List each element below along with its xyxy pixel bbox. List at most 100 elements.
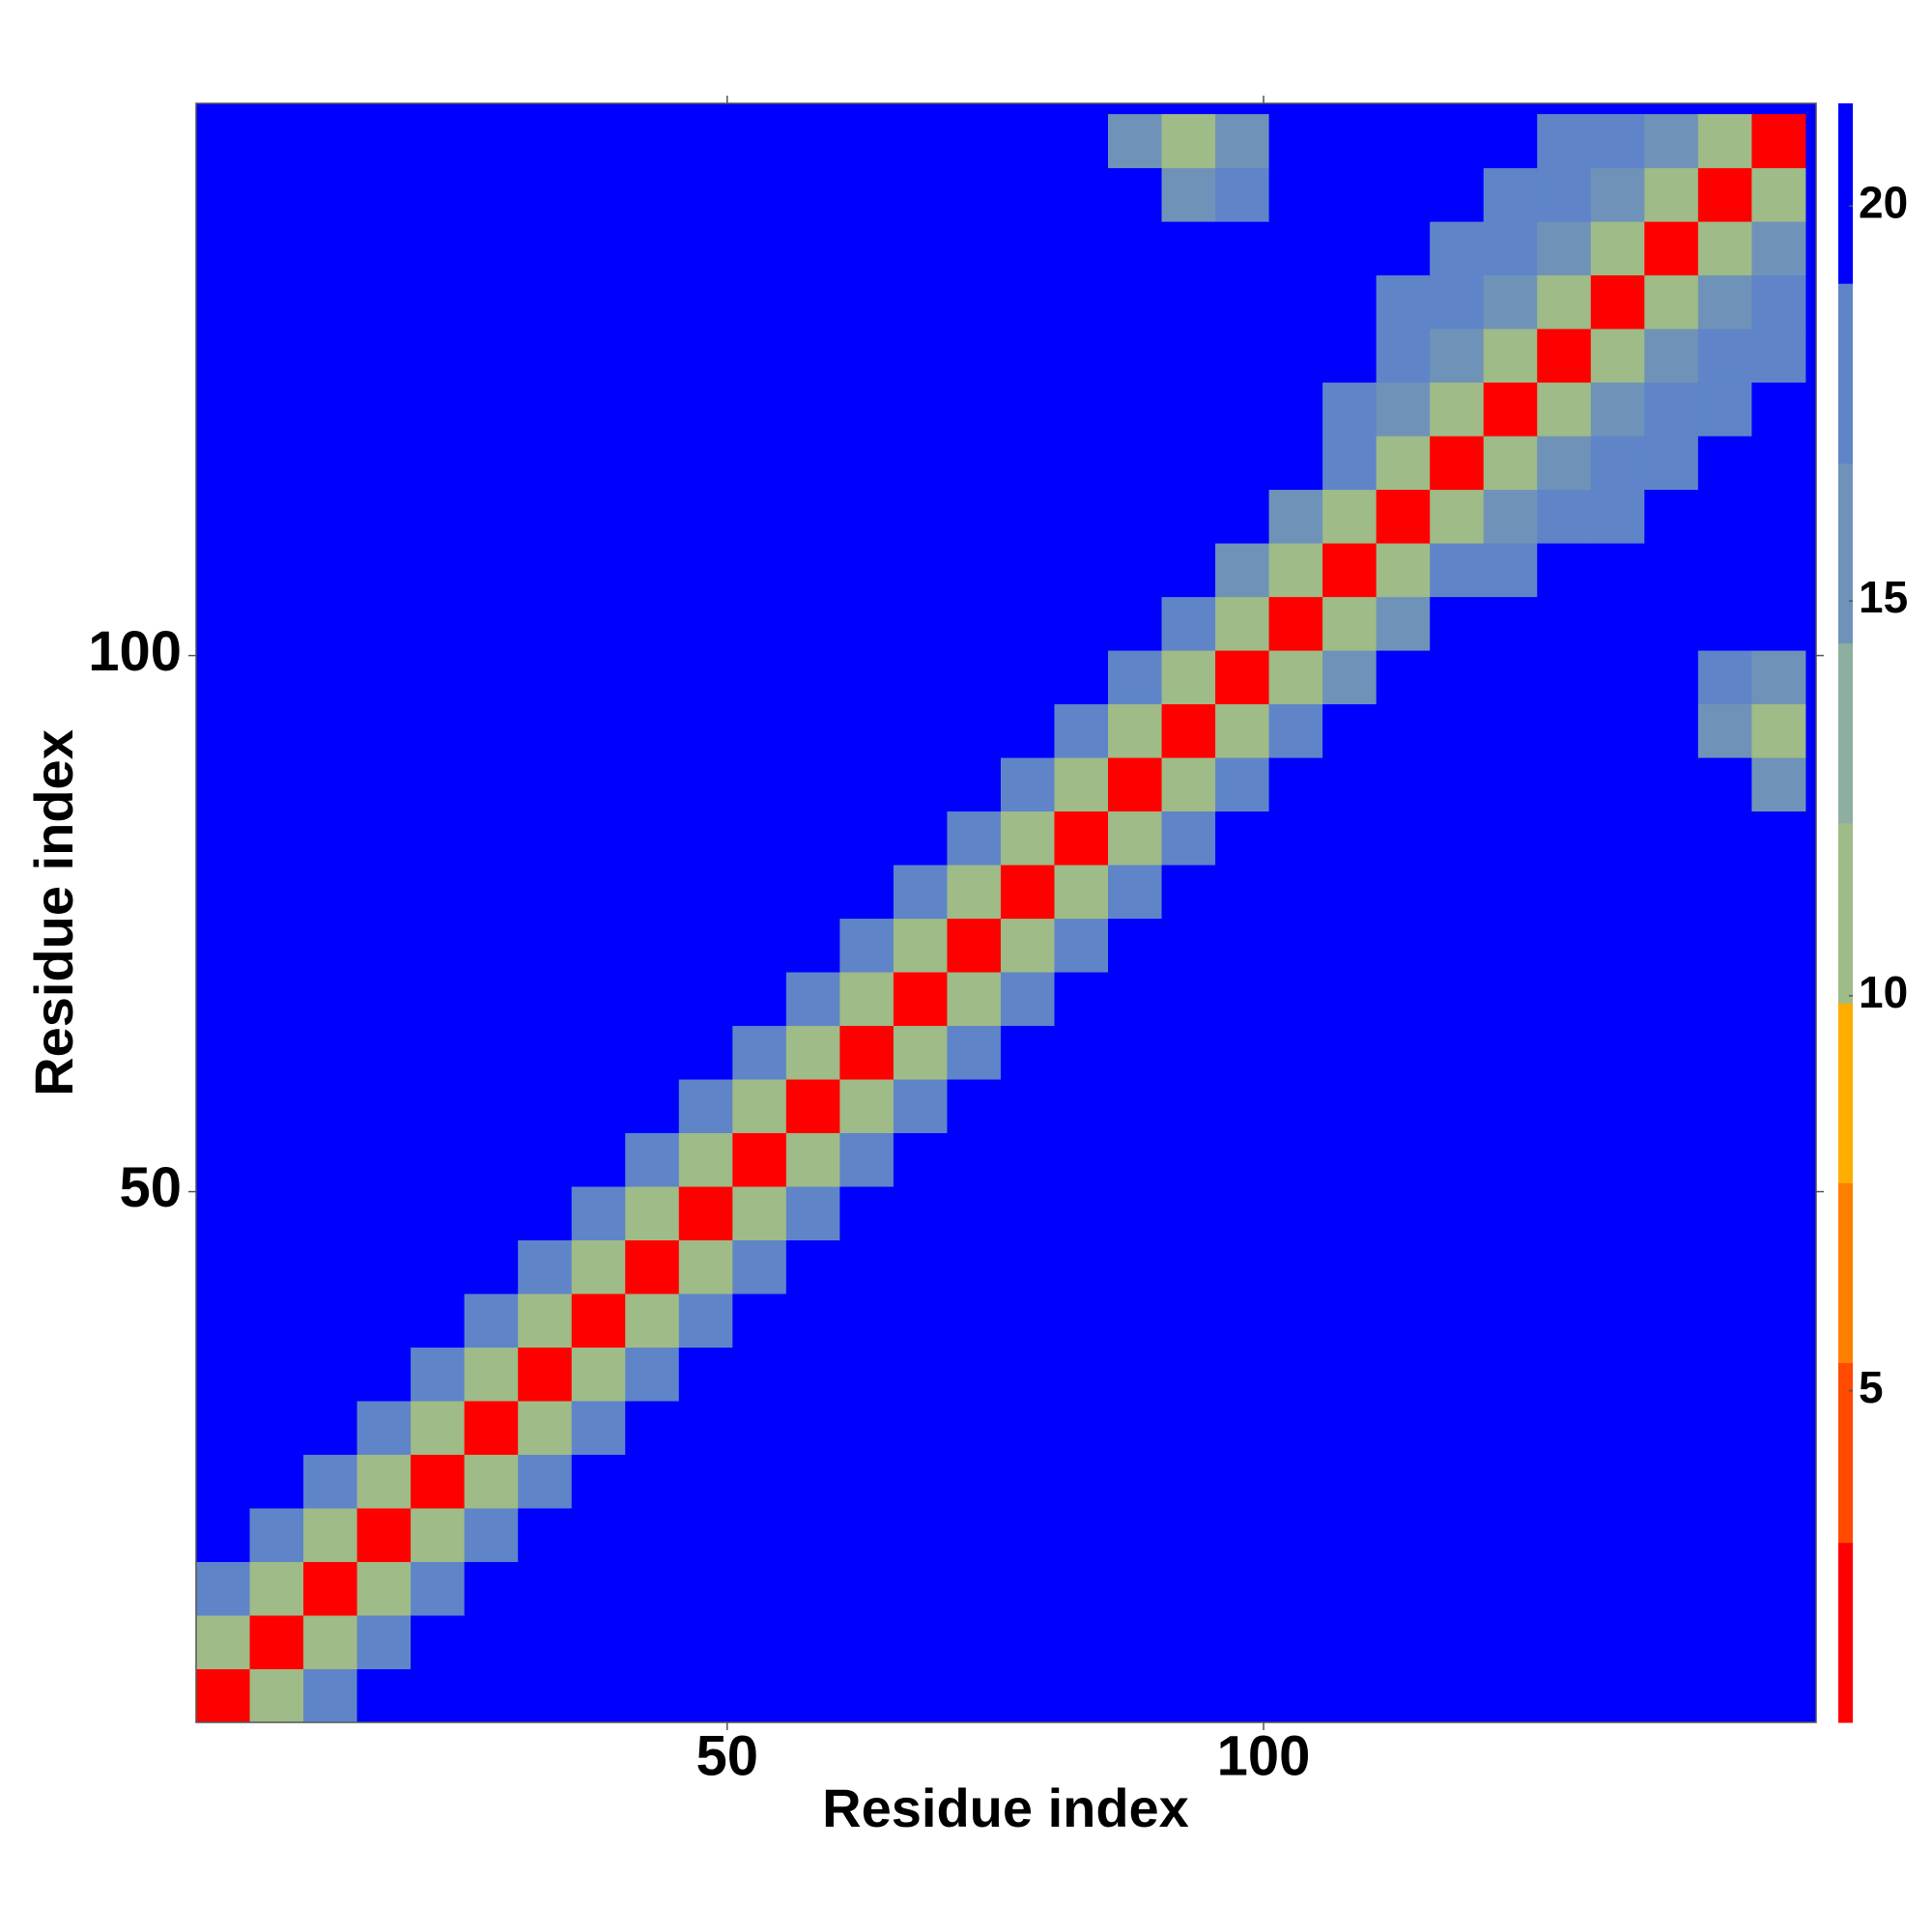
heatmap-cell	[1161, 167, 1216, 222]
heatmap-cell	[1697, 1293, 1752, 1349]
heatmap-cell	[1054, 1561, 1109, 1616]
heatmap-cell	[1697, 972, 1752, 1027]
heatmap-cell	[1590, 810, 1645, 866]
heatmap-cell	[785, 757, 840, 812]
heatmap-cell	[1644, 757, 1699, 812]
heatmap-cell	[1322, 596, 1378, 651]
heatmap-cell	[1483, 972, 1538, 1027]
heatmap-cell	[1644, 972, 1699, 1027]
heatmap-cell	[678, 167, 733, 222]
heatmap-cell	[1590, 543, 1645, 598]
heatmap-cell	[1751, 1079, 1806, 1134]
heatmap-cell	[1322, 865, 1378, 920]
heatmap-cell	[1376, 274, 1431, 329]
heatmap-cell	[1483, 650, 1538, 705]
heatmap-cell	[1751, 1186, 1806, 1241]
heatmap-cell	[1376, 1668, 1431, 1723]
heatmap-cell	[1590, 1239, 1645, 1294]
heatmap-cell	[1215, 114, 1270, 169]
heatmap-cell	[1537, 328, 1592, 384]
heatmap-cell	[1054, 543, 1109, 598]
heatmap-cell	[732, 1025, 787, 1080]
heatmap-cell	[785, 972, 840, 1027]
heatmap-cell	[839, 167, 895, 222]
heatmap-cell	[732, 1615, 787, 1670]
heatmap-cell	[464, 1508, 519, 1563]
heatmap-cell	[1751, 489, 1806, 544]
heatmap-cell	[1376, 221, 1431, 276]
heatmap-cell	[1108, 436, 1163, 491]
heatmap-cell	[625, 972, 680, 1027]
heatmap-cell	[1161, 1025, 1216, 1080]
heatmap-cell	[947, 543, 1002, 598]
heatmap-cell	[303, 274, 358, 329]
heatmap-cell	[1215, 328, 1270, 384]
heatmap-cell	[518, 114, 573, 169]
heatmap-cell	[1697, 1186, 1752, 1241]
heatmap-cell	[464, 1239, 519, 1294]
heatmap-cell	[1376, 1132, 1431, 1187]
heatmap-cell	[1590, 650, 1645, 705]
heatmap-cell	[1161, 596, 1216, 651]
heatmap-cell	[893, 489, 948, 544]
heatmap-cell	[411, 328, 466, 384]
heatmap-cell	[1215, 436, 1270, 491]
heatmap-cell	[1322, 1132, 1378, 1187]
heatmap-cell	[1751, 810, 1806, 866]
heatmap-cell	[1751, 757, 1806, 812]
heatmap-cell	[464, 1615, 519, 1670]
heatmap-cell	[1430, 167, 1485, 222]
heatmap-cell	[1054, 221, 1109, 276]
heatmap-cell	[1483, 543, 1538, 598]
heatmap-cell	[1215, 1293, 1270, 1349]
heatmap-cell	[1268, 489, 1323, 544]
heatmap-cell	[678, 1668, 733, 1723]
heatmap-cell	[356, 1401, 412, 1456]
heatmap-cell	[785, 1079, 840, 1134]
heatmap-cell	[1590, 274, 1645, 329]
heatmap-cell	[411, 167, 466, 222]
heatmap-cell	[1590, 596, 1645, 651]
heatmap-cell	[1697, 1347, 1752, 1402]
heatmap-cell	[1268, 221, 1323, 276]
heatmap-cell	[196, 1347, 251, 1402]
heatmap-cell	[1054, 1239, 1109, 1294]
heatmap-cell	[1108, 1132, 1163, 1187]
heatmap-cell	[464, 167, 519, 222]
heatmap-cell	[1430, 274, 1485, 329]
heatmap-cell	[893, 221, 948, 276]
heatmap-cell	[947, 865, 1002, 920]
heatmap-cell	[464, 1079, 519, 1134]
heatmap-cell	[1697, 114, 1752, 169]
heatmap-cell	[1161, 918, 1216, 973]
heatmap-cell	[1537, 972, 1592, 1027]
heatmap-cell	[1376, 918, 1431, 973]
heatmap-cell	[893, 1668, 948, 1723]
heatmap-cell	[785, 114, 840, 169]
heatmap-cell	[785, 274, 840, 329]
heatmap-cell	[1430, 1293, 1485, 1349]
heatmap-cell	[1376, 114, 1431, 169]
heatmap-cell	[893, 703, 948, 758]
colorbar-band	[1838, 103, 1853, 284]
heatmap-cell	[1215, 1186, 1270, 1241]
heatmap-cell	[411, 810, 466, 866]
heatmap-cell	[1483, 1347, 1538, 1402]
heatmap-cell	[785, 865, 840, 920]
heatmap-cell	[1108, 114, 1163, 169]
heatmap-cell	[732, 1186, 787, 1241]
heatmap-cell	[1430, 918, 1485, 973]
heatmap-cell	[464, 757, 519, 812]
heatmap-cell	[518, 436, 573, 491]
heatmap-cell	[1000, 650, 1055, 705]
heatmap-cell	[518, 650, 573, 705]
heatmap-cell	[625, 865, 680, 920]
heatmap-cell	[196, 1508, 251, 1563]
heatmap-cell	[1108, 1293, 1163, 1349]
heatmap-cell	[1644, 1132, 1699, 1187]
heatmap-cell	[678, 436, 733, 491]
heatmap-cell	[947, 596, 1002, 651]
heatmap-cell	[785, 650, 840, 705]
heatmap-cell	[1376, 1239, 1431, 1294]
